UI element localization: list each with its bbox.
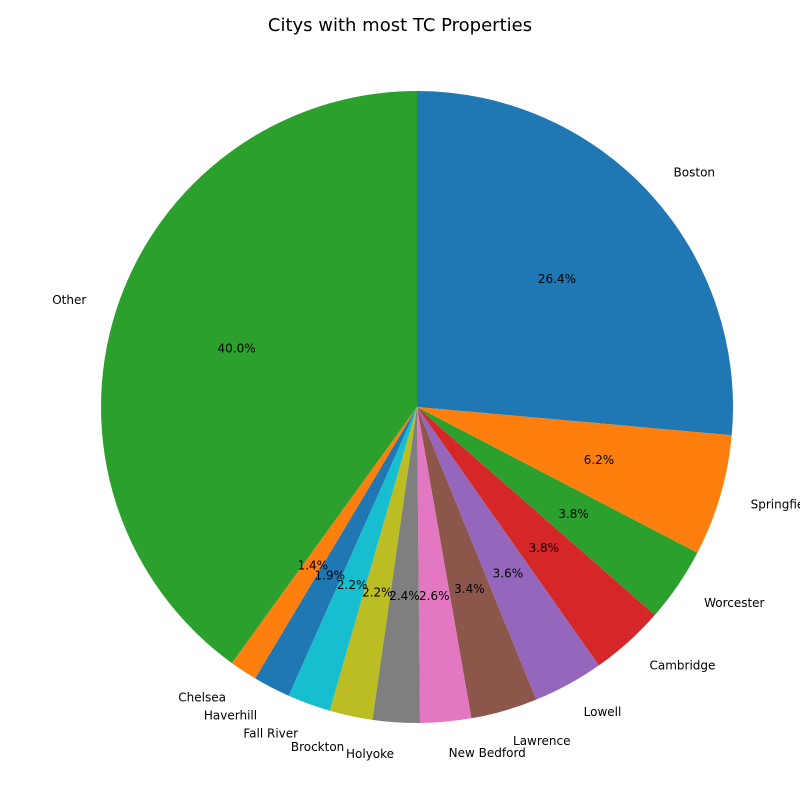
pie-slice-other — [101, 91, 417, 664]
slice-percent-cambridge: 3.8% — [529, 541, 560, 555]
pie-slice-new-bedford — [417, 407, 472, 723]
pie-slice-boston — [417, 91, 733, 436]
slice-percent-haverhill: 1.9% — [315, 568, 346, 582]
slice-label-haverhill: Haverhill — [204, 709, 257, 723]
slice-percent-springfield: 6.2% — [584, 453, 615, 467]
slice-label-holyoke: Holyoke — [346, 747, 394, 761]
slice-label-worcester: Worcester — [704, 596, 764, 610]
pie-labels: Boston 26.4% Springfield 6.2% Worcester 3.8% C… — [52, 165, 800, 760]
pie-slice-worcester — [417, 407, 698, 616]
pie-slice-holyoke — [372, 407, 420, 724]
slice-percent-fall-river: 2.2% — [337, 578, 368, 592]
slice-label-springfield: Springfield — [751, 498, 800, 512]
slice-label-brockton: Brockton — [291, 740, 344, 754]
slice-label-chelsea: Chelsea — [178, 690, 226, 704]
pie-slice-chelsea — [231, 407, 417, 679]
pie-slice-fall-river — [288, 407, 417, 711]
pie-slice-brockton — [329, 407, 417, 720]
pie-slice-haverhill — [255, 407, 417, 696]
slice-label-fall-river: Fall River — [243, 727, 298, 741]
slice-label-new-bedford: New Bedford — [449, 746, 526, 760]
slice-label-lowell: Lowell — [584, 705, 622, 719]
pie-slice-springfield — [417, 407, 732, 553]
slice-percent-holyoke: 2.4% — [389, 589, 420, 603]
slice-percent-worcester: 3.8% — [558, 507, 589, 521]
pie-slice-lowell — [417, 407, 599, 700]
chart-title: Citys with most TC Properties — [268, 15, 532, 36]
slice-percent-boston: 26.4% — [538, 272, 576, 286]
pie-slice-lawrence — [417, 407, 537, 719]
slice-label-other: Other — [52, 293, 86, 307]
slice-percent-lowell: 3.6% — [493, 566, 524, 580]
pie-slices — [101, 91, 733, 724]
slice-percent-new-bedford: 2.6% — [419, 589, 450, 603]
slice-percent-lawrence: 3.4% — [454, 582, 485, 596]
slice-label-lawrence: Lawrence — [513, 734, 571, 748]
pie-slice-cambridge — [417, 407, 655, 666]
slice-percent-chelsea: 1.4% — [298, 558, 329, 572]
slice-percent-brockton: 2.2% — [362, 585, 393, 599]
slice-label-boston: Boston — [674, 165, 715, 179]
slice-percent-other: 40.0% — [218, 342, 256, 356]
slice-label-cambridge: Cambridge — [650, 658, 716, 672]
